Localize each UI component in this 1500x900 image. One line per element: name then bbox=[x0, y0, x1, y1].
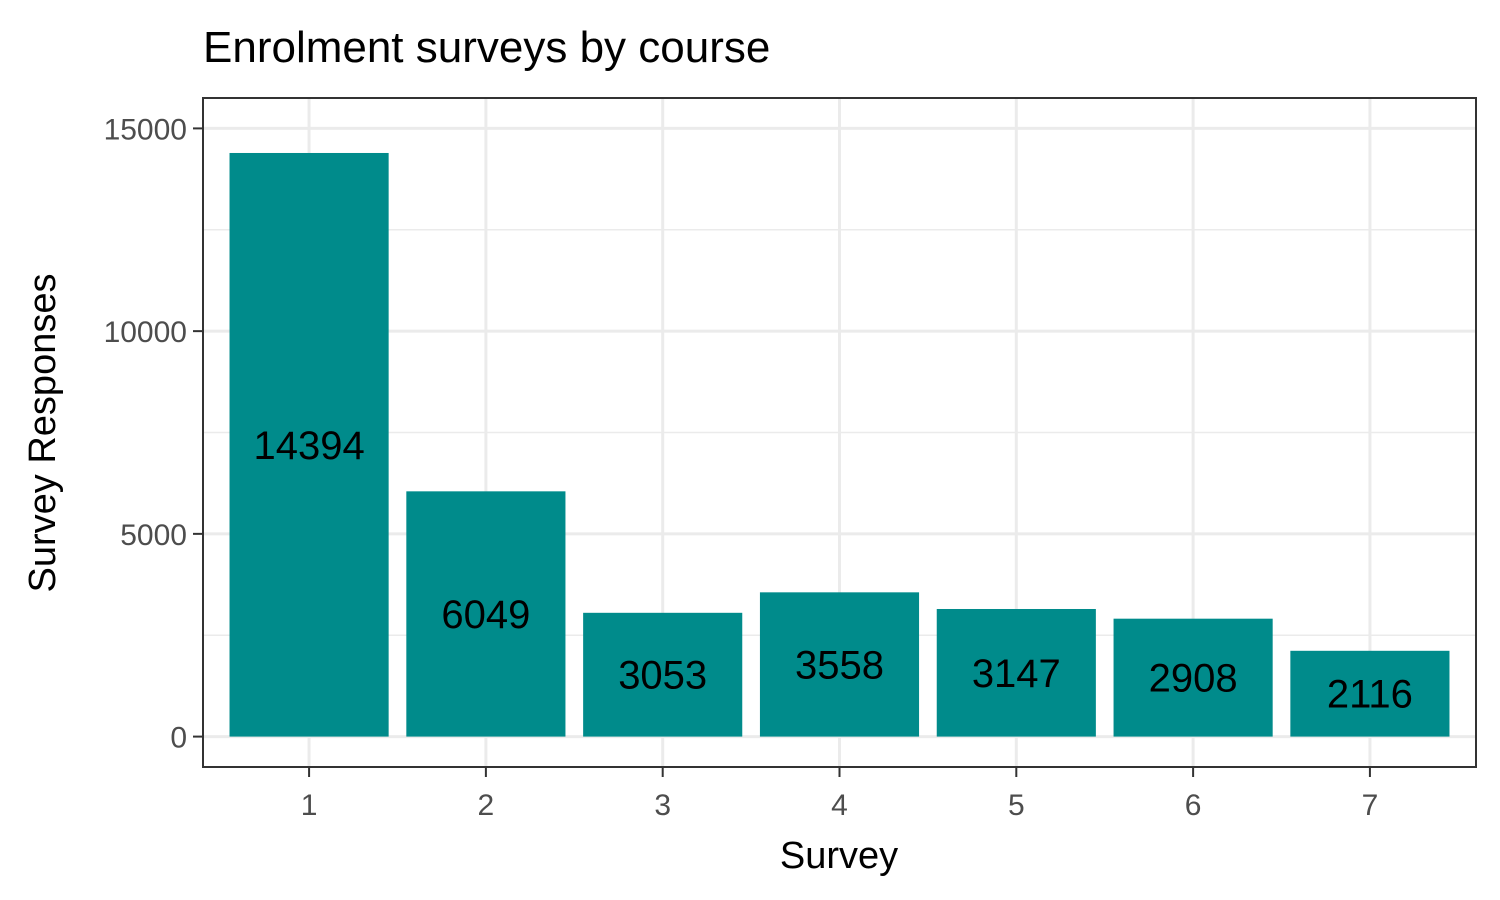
bar-3 bbox=[583, 612, 743, 737]
bar-4 bbox=[759, 592, 920, 737]
x-axis: 1 2 3 4 5 6 7 bbox=[301, 767, 1379, 822]
data-labels: 14394 6049 3053 3558 3147 2908 2116 bbox=[253, 424, 1412, 717]
y-axis-title: Survey Responses bbox=[22, 274, 64, 593]
bar-7 bbox=[1290, 650, 1450, 737]
bars bbox=[229, 152, 1450, 737]
bar-2 bbox=[406, 491, 566, 737]
x-tick-label: 6 bbox=[1185, 789, 1202, 822]
x-tick-label: 3 bbox=[654, 789, 671, 822]
x-axis-title: Survey bbox=[780, 835, 898, 877]
x-tick-label: 7 bbox=[1362, 789, 1379, 822]
y-tick-label: 10000 bbox=[104, 316, 187, 349]
bar-1 bbox=[229, 152, 389, 737]
bar-value-label: 2116 bbox=[1327, 673, 1413, 717]
bar-value-label: 3147 bbox=[972, 652, 1061, 696]
bar-value-label: 3053 bbox=[618, 654, 707, 698]
bar-5 bbox=[936, 608, 1096, 737]
bar-value-label: 6049 bbox=[441, 593, 530, 637]
x-tick-label: 1 bbox=[301, 789, 318, 822]
x-tick-label: 4 bbox=[831, 789, 848, 822]
x-tick-label: 2 bbox=[478, 789, 495, 822]
bar-value-label: 2908 bbox=[1149, 657, 1238, 701]
bar-value-label: 14394 bbox=[253, 424, 364, 468]
x-tick-label: 5 bbox=[1008, 789, 1025, 822]
bar-6 bbox=[1113, 618, 1273, 737]
y-axis: 0 5000 10000 15000 bbox=[104, 113, 203, 755]
chart-title: Enrolment surveys by course bbox=[203, 23, 770, 72]
y-tick-label: 15000 bbox=[104, 113, 187, 146]
y-tick-label: 5000 bbox=[120, 519, 187, 552]
y-tick-label: 0 bbox=[170, 722, 187, 755]
bar-value-label: 3558 bbox=[795, 643, 884, 687]
